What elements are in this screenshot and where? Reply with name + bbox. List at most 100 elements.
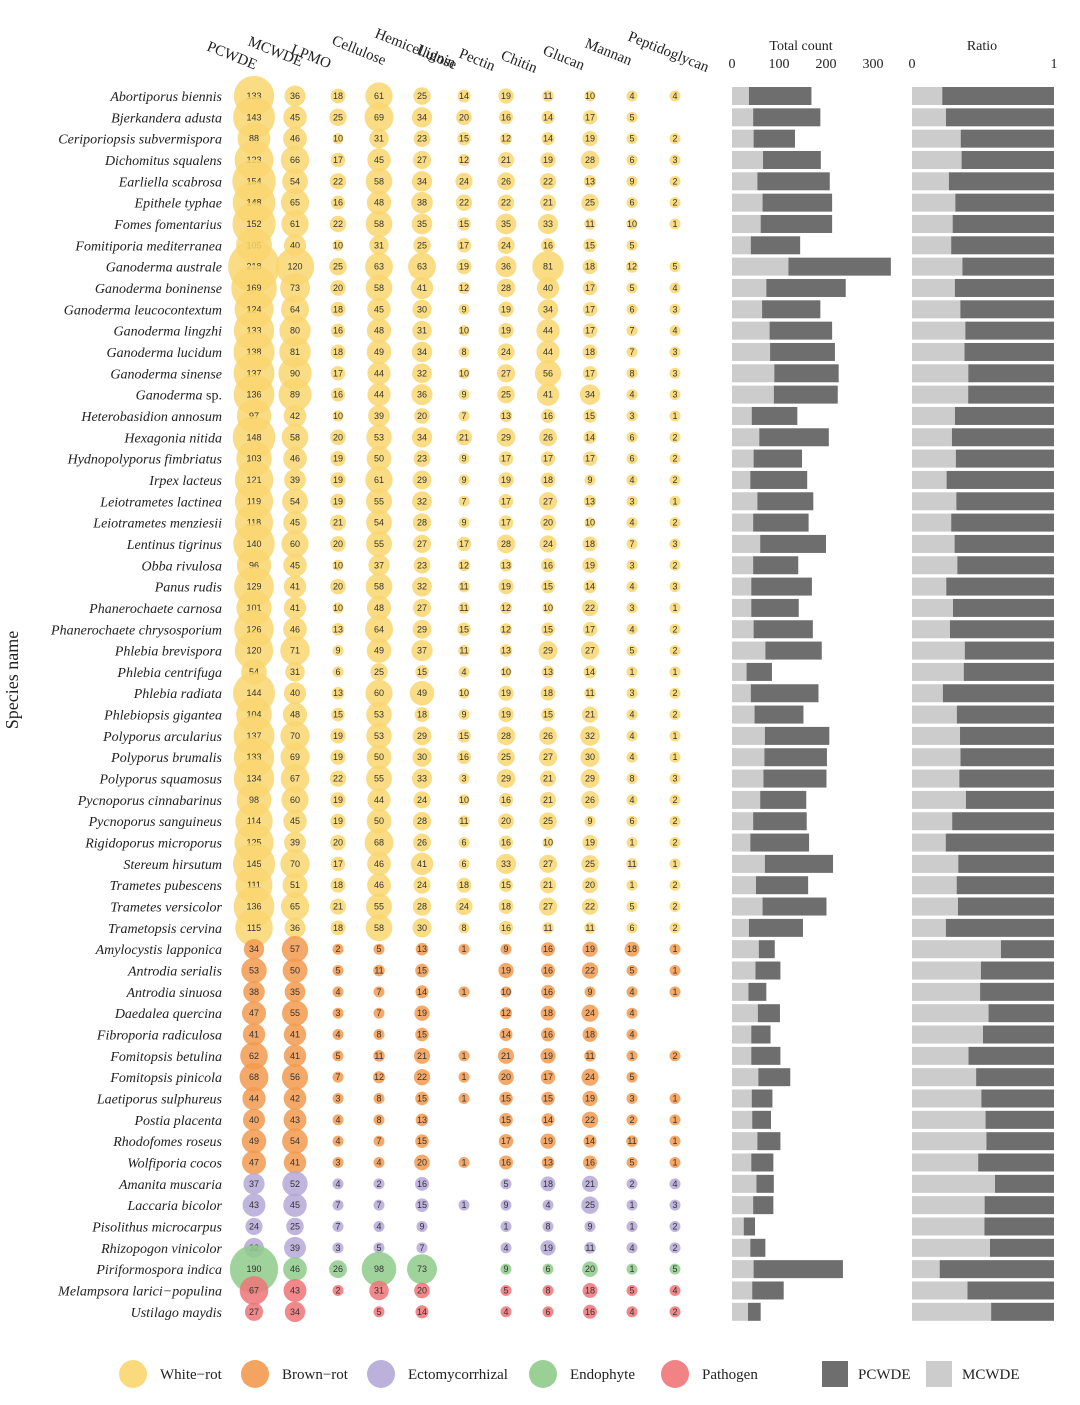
- ratio-pcwde: [954, 278, 1055, 297]
- bubble-label: 64: [290, 304, 300, 314]
- bubble: [330, 536, 346, 552]
- bubble-label: 28: [501, 539, 511, 549]
- bubble-label: 2: [672, 432, 677, 442]
- bubble: [583, 175, 597, 188]
- bubble: [584, 1050, 596, 1062]
- bubble: [581, 1196, 599, 1214]
- bubble-label: 10: [459, 368, 469, 378]
- bubble-label: 6: [335, 667, 340, 677]
- bubble: [669, 154, 681, 166]
- bubble: [330, 877, 346, 893]
- bubble: [361, 1251, 397, 1287]
- bubble-label: 4: [335, 1030, 340, 1040]
- bubble: [415, 1176, 429, 1191]
- species-name: Rigidoporus microporus: [84, 837, 222, 852]
- bubble-label: 45: [374, 304, 384, 314]
- bubble-label: 1: [672, 1115, 677, 1125]
- species-name: Ustilago maydis: [131, 1306, 223, 1321]
- bubble-label: 16: [501, 112, 511, 122]
- bubble-label: 9: [461, 475, 466, 485]
- bubble: [581, 855, 599, 873]
- bubble-label: 2: [672, 880, 677, 890]
- bubble-label: 2: [629, 1115, 634, 1125]
- bubble-label: 7: [629, 326, 634, 336]
- bubble: [626, 111, 638, 123]
- y-axis-label: Species name: [2, 631, 22, 729]
- bubble: [626, 325, 638, 337]
- bubble-label: 4: [503, 1243, 508, 1253]
- legend-bar-swatch: [822, 1361, 848, 1387]
- bubble: [626, 986, 638, 998]
- bubble: [283, 1023, 307, 1046]
- bubble-label: 22: [585, 966, 595, 976]
- bubble: [669, 410, 681, 422]
- species-name: Polyporus arcularius: [102, 730, 222, 745]
- bubble: [412, 534, 432, 554]
- bubble: [497, 748, 515, 766]
- bubble-label: 1: [461, 1200, 466, 1210]
- bubble-label: 17: [333, 859, 343, 869]
- bubble-label: 34: [417, 432, 427, 442]
- bubble: [455, 172, 473, 190]
- bar-pcwde: [748, 918, 803, 937]
- bubble-label: 126: [246, 624, 261, 634]
- bar-mcwde: [732, 406, 752, 425]
- bubble: [244, 1302, 264, 1321]
- bubble: [458, 794, 470, 806]
- ratio-mcwde: [912, 236, 952, 255]
- bubble: [229, 1245, 279, 1294]
- ratio-pcwde: [946, 577, 1054, 596]
- bubble: [457, 729, 471, 743]
- bubble-label: 60: [374, 688, 384, 698]
- bubble: [669, 367, 681, 379]
- bubble-label: 18: [333, 347, 343, 357]
- bubble: [367, 297, 391, 322]
- bubble-label: 15: [417, 966, 427, 976]
- bubble: [458, 602, 470, 614]
- species-name: Amylocystis lapponica: [95, 943, 222, 958]
- bar-pcwde: [764, 726, 830, 745]
- species-name: Panus rudis: [154, 581, 223, 596]
- bubble: [669, 1050, 681, 1062]
- ratio-pcwde: [948, 172, 1054, 191]
- bubble-label: 24: [417, 795, 427, 805]
- bubble: [331, 323, 345, 338]
- bubble: [540, 1048, 556, 1064]
- bubble: [408, 252, 436, 281]
- bubble-label: 2: [672, 624, 677, 634]
- bubble-label: 24: [417, 880, 427, 890]
- bubble-label: 27: [543, 859, 553, 869]
- bubble-label: 13: [501, 411, 511, 421]
- species-name: Piriformospora indica: [95, 1263, 222, 1278]
- species-name: Polyporus squamosus: [98, 773, 222, 788]
- bubble: [283, 1257, 307, 1282]
- bubble-label: 67: [290, 774, 300, 784]
- ratio-mcwde: [912, 876, 957, 895]
- bubble-label: 7: [376, 1200, 381, 1210]
- bubble: [458, 389, 470, 401]
- bar-pcwde: [762, 193, 833, 212]
- bubble: [669, 879, 681, 891]
- ratio-pcwde: [955, 449, 1054, 468]
- bubble-label: 48: [290, 710, 300, 720]
- bubble-label: 20: [543, 518, 553, 528]
- bar-pcwde: [751, 406, 798, 425]
- bar-pcwde: [750, 470, 808, 489]
- bubble: [669, 815, 681, 827]
- bubble-label: 2: [672, 1221, 677, 1231]
- ratio-pcwde: [962, 257, 1055, 276]
- bubble-label: 27: [543, 496, 553, 506]
- bubble: [412, 150, 432, 170]
- bubble: [366, 744, 392, 770]
- bubble-label: 25: [333, 262, 343, 272]
- bubble: [282, 1000, 308, 1027]
- ratio-title: Ratio: [967, 39, 997, 54]
- bubble-label: 7: [335, 1072, 340, 1082]
- bar-mcwde: [732, 492, 758, 511]
- bubble-label: 2: [672, 176, 677, 186]
- bubble-label: 15: [501, 880, 511, 890]
- bubble-label: 61: [374, 91, 384, 101]
- bubble-label: 111: [247, 880, 261, 890]
- bubble: [330, 578, 346, 595]
- bubble: [539, 173, 557, 190]
